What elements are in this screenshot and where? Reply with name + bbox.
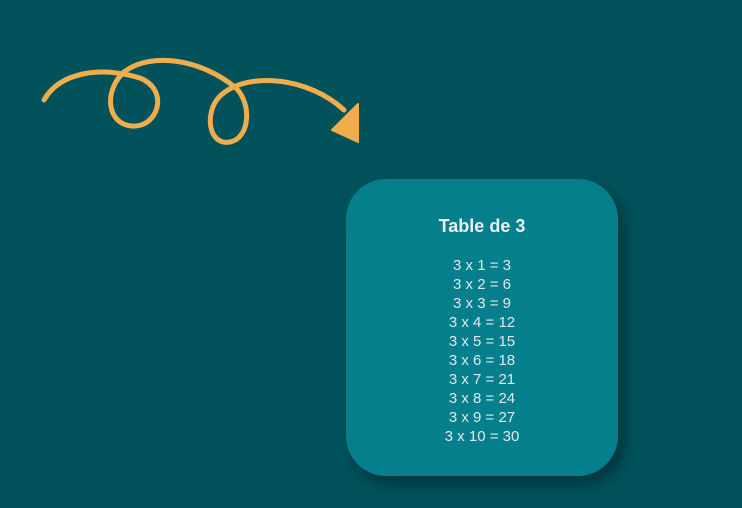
table-row: 3 x 8 = 24 xyxy=(448,390,516,407)
card-title: Table de 3 xyxy=(438,216,526,236)
table-row: 3 x 7 = 21 xyxy=(448,371,516,388)
table-row: 3 x 6 = 18 xyxy=(448,352,516,369)
multiplication-rows: 3 x 1 = 3 3 x 2 = 6 3 x 3 = 9 3 x 4 = 12… xyxy=(346,256,618,446)
multiplication-table-card: Table de 3 3 x 1 = 3 3 x 2 = 6 3 x 3 = 9… xyxy=(346,179,618,476)
table-row: 3 x 10 = 30 xyxy=(444,428,520,445)
table-row: 3 x 2 = 6 xyxy=(453,276,511,293)
table-row: 3 x 1 = 3 xyxy=(453,257,511,274)
table-row: 3 x 4 = 12 xyxy=(448,314,516,331)
table-row: 3 x 9 = 27 xyxy=(448,409,516,426)
table-row: 3 x 5 = 15 xyxy=(448,333,516,350)
table-row: 3 x 3 = 9 xyxy=(453,295,511,312)
